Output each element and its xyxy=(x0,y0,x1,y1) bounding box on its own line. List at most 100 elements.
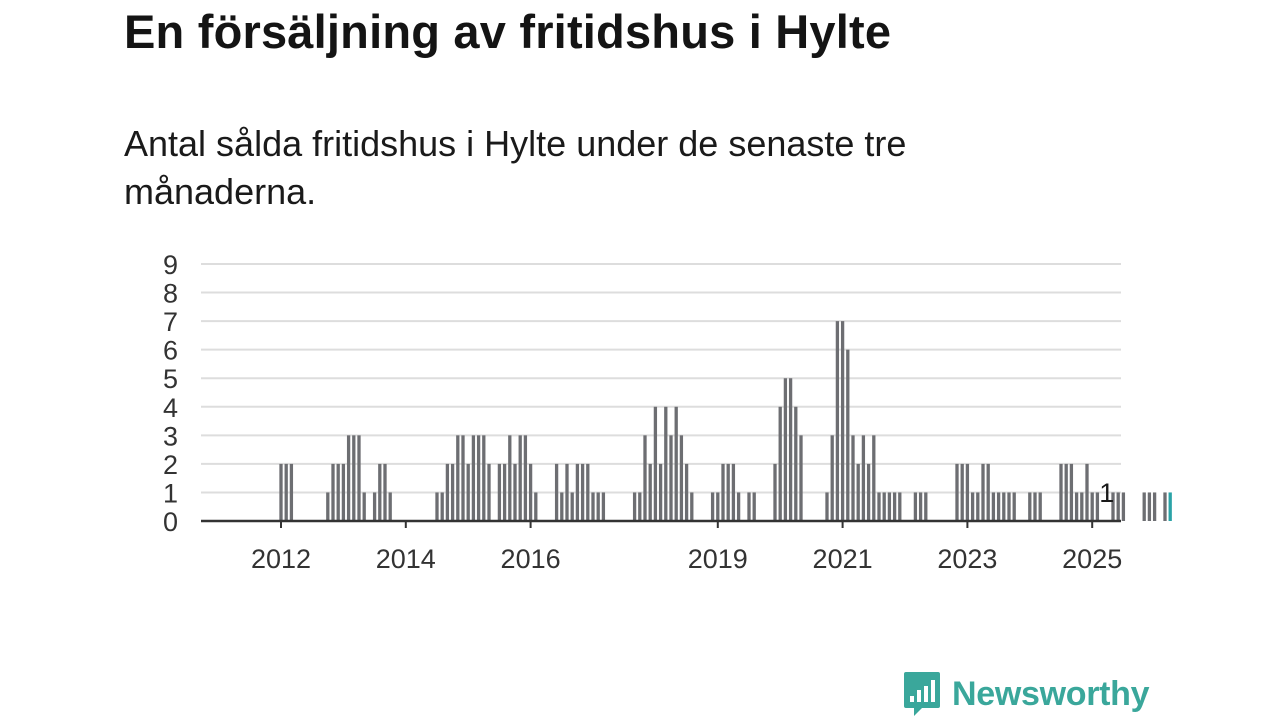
bar xyxy=(965,463,970,521)
bar xyxy=(1163,492,1167,521)
y-tick-label: 4 xyxy=(163,393,178,423)
bar xyxy=(669,435,673,521)
bar xyxy=(918,492,923,521)
bar xyxy=(1080,492,1084,521)
bar xyxy=(440,492,444,521)
bar xyxy=(830,435,834,521)
bar xyxy=(664,406,668,521)
bar xyxy=(560,492,564,521)
bar xyxy=(1074,492,1079,521)
bar xyxy=(1012,492,1016,521)
bar xyxy=(508,435,512,521)
bar xyxy=(747,492,751,521)
bar xyxy=(570,492,574,521)
bar xyxy=(924,492,928,521)
bar xyxy=(1095,492,1100,521)
bar xyxy=(450,463,455,521)
bar xyxy=(996,492,1001,521)
bar xyxy=(788,378,793,521)
bar xyxy=(851,435,855,521)
bar xyxy=(632,492,637,521)
bar xyxy=(882,492,886,521)
y-tick-label: 8 xyxy=(163,279,178,309)
bar xyxy=(1007,492,1011,521)
bar xyxy=(523,435,528,521)
bar xyxy=(731,463,736,521)
bar xyxy=(892,492,897,521)
bar xyxy=(1090,492,1094,521)
bar xyxy=(586,463,590,521)
bar xyxy=(960,463,964,521)
bar xyxy=(976,492,980,521)
x-axis-ticks: 2012 2014 2016 2019 2021 2023 2025 xyxy=(251,521,1122,574)
newsworthy-bar-chart-bubble-icon xyxy=(904,672,940,716)
bar xyxy=(1147,492,1152,521)
bar xyxy=(648,463,652,521)
bar xyxy=(357,435,361,521)
data-label: 1 xyxy=(1099,478,1114,508)
bar xyxy=(596,492,600,521)
bar xyxy=(461,435,465,521)
data-labels: 1 xyxy=(1099,478,1114,508)
bar xyxy=(866,463,871,521)
bar xyxy=(877,492,881,521)
bar xyxy=(1002,492,1006,521)
bar xyxy=(502,463,507,521)
bar xyxy=(986,463,990,521)
x-tick-label: 2025 xyxy=(1062,544,1122,574)
bar xyxy=(794,406,798,521)
bar xyxy=(898,492,902,521)
bar xyxy=(1038,492,1042,521)
bar xyxy=(565,463,569,521)
y-tick-label: 6 xyxy=(163,336,178,366)
bar xyxy=(289,463,294,521)
bar xyxy=(658,463,663,521)
y-tick-label: 3 xyxy=(163,421,178,451)
bar xyxy=(336,463,340,521)
x-tick-label: 2014 xyxy=(376,544,436,574)
bar xyxy=(1111,492,1115,521)
bar xyxy=(752,492,756,521)
bar xyxy=(887,492,892,521)
bar xyxy=(326,492,330,521)
bar xyxy=(383,463,387,521)
x-tick-label: 2016 xyxy=(501,544,561,574)
bar xyxy=(435,492,439,521)
bar xyxy=(981,463,985,521)
bar xyxy=(970,492,975,521)
bar xyxy=(554,463,559,521)
logo-text: Newsworthy xyxy=(952,674,1150,713)
bar xyxy=(643,435,647,521)
bar xyxy=(445,463,450,521)
bar xyxy=(362,492,366,521)
bar xyxy=(684,463,689,521)
bar xyxy=(331,463,335,521)
bar xyxy=(580,463,585,521)
bar xyxy=(716,492,720,521)
x-tick-label: 2023 xyxy=(937,544,997,574)
bar xyxy=(846,349,850,521)
bar xyxy=(471,435,476,521)
bar xyxy=(601,492,606,521)
bar xyxy=(487,463,491,521)
bar xyxy=(284,463,288,521)
bar xyxy=(1028,492,1032,521)
bar xyxy=(1121,492,1126,521)
bar xyxy=(456,435,460,521)
newsworthy-logo: Newsworthy xyxy=(902,670,1150,718)
chart-subtitle: Antal sålda fritidshus i Hylte under de … xyxy=(124,123,907,212)
bar xyxy=(991,492,996,521)
bar xyxy=(721,463,725,521)
bar xyxy=(638,492,642,521)
x-tick-label: 2012 xyxy=(251,544,311,574)
bar xyxy=(466,463,470,521)
bar xyxy=(710,492,715,521)
bar xyxy=(1064,463,1068,521)
bar xyxy=(352,435,356,521)
bar xyxy=(955,463,959,521)
bar xyxy=(726,463,730,521)
bar xyxy=(1142,492,1146,521)
bar xyxy=(372,492,377,521)
y-tick-label: 2 xyxy=(163,450,178,480)
